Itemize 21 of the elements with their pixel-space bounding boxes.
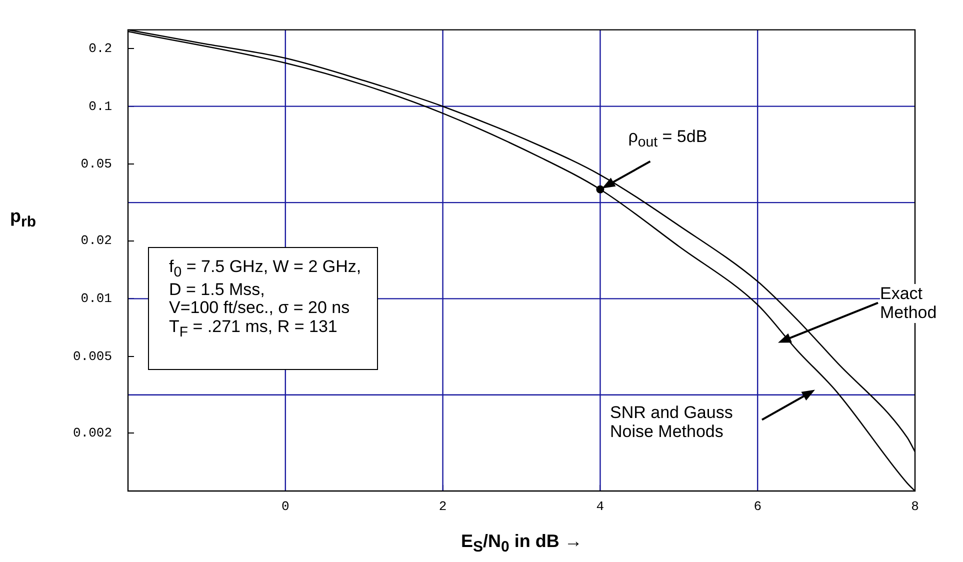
- y-tick-label: 0.2: [88, 40, 112, 56]
- x-tick-label: 6: [754, 499, 762, 514]
- annotation: D = 1.5 Mss,: [169, 280, 266, 300]
- x-tick-label: 2: [438, 499, 447, 514]
- x-tick-label: 4: [596, 499, 604, 514]
- x-tick-label: 0: [281, 499, 290, 514]
- y-tick-label: 0.002: [72, 426, 112, 441]
- y-tick-label: 0.01: [80, 291, 112, 306]
- y-tick-label: 0.005: [72, 349, 112, 364]
- y-tick-label: 0.02: [80, 233, 112, 248]
- annotation: f$_{0}$ = 7.5 GHz, W = 2 GHz,: [169, 256, 362, 281]
- annotation: T$_{F}$ = .271 ms, R = 131: [169, 317, 338, 342]
- x-axis-title: E$_{S}$/N$_{0}$ in dB →: [461, 531, 582, 556]
- annotation: V=100 ft/sec., σ = 20 ns: [169, 298, 351, 318]
- annotation: ρ$_{out}$ = 5dB: [628, 127, 708, 152]
- y-axis-title: p$_{rb}$: [10, 206, 36, 231]
- annotation: SNR and Gauss Noise Methods: [610, 402, 738, 442]
- x-tick-label: 8: [911, 499, 919, 514]
- annotation: Exact Method: [880, 284, 960, 323]
- y-tick-label: 0.05: [80, 156, 112, 172]
- y-tick-label: 0.1: [88, 98, 112, 114]
